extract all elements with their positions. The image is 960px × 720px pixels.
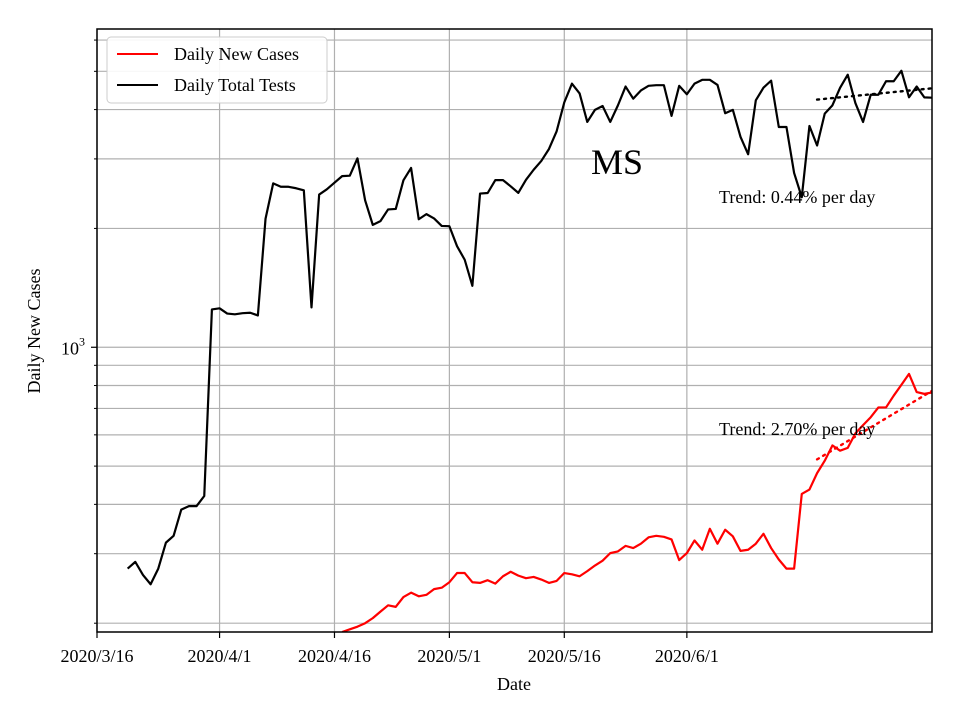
y-tick-label-exponent: 3 xyxy=(79,334,85,348)
y-tick-label: 103 xyxy=(61,334,85,358)
x-tick-label: 2020/4/1 xyxy=(188,646,252,666)
x-tick-label: 2020/3/16 xyxy=(60,646,133,666)
y-axis-label: Daily New Cases xyxy=(24,269,44,394)
plot-frame xyxy=(96,28,933,633)
series-line-daily-new-cases xyxy=(341,372,932,632)
axis-ticks: 2020/3/16 2020/4/1 2020/4/16 2020/5/1 2020/5… xyxy=(60,39,719,666)
x-tick-label: 2020/5/1 xyxy=(417,646,481,666)
trend-label-cases: Trend: 2.70% per day xyxy=(719,419,875,439)
state-label: MS xyxy=(591,142,643,182)
legend-frame xyxy=(106,36,328,104)
x-tick-label: 2020/4/16 xyxy=(298,646,371,666)
grid xyxy=(96,29,932,632)
x-tick-label: 2020/5/16 xyxy=(528,646,601,666)
legend-label-daily-new-cases: Daily New Cases xyxy=(174,44,299,64)
trend-label-tests: Trend: 0.44% per day xyxy=(719,187,875,207)
y-tick-label-base: 10 xyxy=(61,338,79,358)
x-axis-label: Date xyxy=(497,674,531,694)
series-lines xyxy=(126,69,932,632)
series-line-daily-total-tests xyxy=(126,69,932,586)
trend-lines xyxy=(815,87,932,461)
legend-label-daily-total-tests: Daily Total Tests xyxy=(174,75,296,95)
legend: Daily New Cases Daily Total Tests xyxy=(106,36,328,104)
x-tick-label: 2020/6/1 xyxy=(655,646,719,666)
